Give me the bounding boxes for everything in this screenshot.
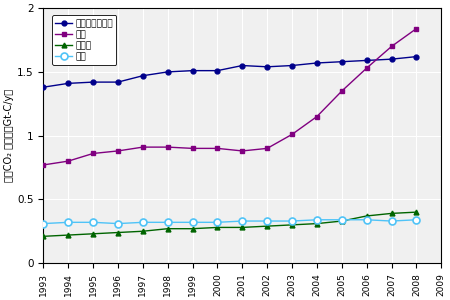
中国 (389, 45, 394, 48)
日本 (314, 218, 319, 222)
インド (165, 227, 171, 230)
アメリカ合衆国 (90, 80, 96, 84)
日本 (414, 218, 419, 222)
アメリカ合衆国 (364, 58, 369, 62)
日本 (364, 218, 369, 222)
インド (40, 235, 46, 238)
中国 (239, 149, 245, 153)
中国 (165, 145, 171, 149)
アメリカ合衆国 (115, 80, 121, 84)
アメリカ合衆国 (140, 74, 145, 77)
インド (389, 212, 394, 215)
Line: 中国: 中国 (41, 26, 419, 167)
中国 (414, 27, 419, 30)
日本 (239, 219, 245, 223)
中国 (190, 147, 195, 150)
中国 (140, 145, 145, 149)
インド (90, 232, 96, 236)
Line: アメリカ合衆国: アメリカ合衆国 (41, 54, 419, 90)
中国 (339, 89, 345, 93)
インド (414, 210, 419, 214)
アメリカ合衆国 (239, 64, 245, 67)
アメリカ合衆国 (65, 82, 71, 85)
中国 (65, 159, 71, 163)
アメリカ合衆国 (215, 69, 220, 72)
アメリカ合衆国 (389, 57, 394, 61)
アメリカ合衆国 (165, 70, 171, 74)
アメリカ合衆国 (289, 64, 295, 67)
インド (239, 226, 245, 229)
日本 (389, 219, 394, 223)
Y-axis label: 年間CO₂ 排出量（Gt-C/y）: 年間CO₂ 排出量（Gt-C/y） (4, 89, 14, 182)
日本 (215, 220, 220, 224)
中国 (289, 133, 295, 136)
アメリカ合衆国 (339, 60, 345, 64)
日本 (289, 219, 295, 223)
インド (339, 219, 345, 223)
アメリカ合衆国 (265, 65, 270, 69)
Legend: アメリカ合衆国, 中国, インド, 日本: アメリカ合衆国, 中国, インド, 日本 (52, 15, 117, 65)
インド (364, 214, 369, 218)
インド (265, 224, 270, 228)
中国 (265, 147, 270, 150)
日本 (140, 220, 145, 224)
日本 (265, 219, 270, 223)
日本 (90, 220, 96, 224)
アメリカ合衆国 (190, 69, 195, 72)
Line: インド: インド (41, 210, 419, 239)
インド (289, 223, 295, 227)
アメリカ合衆国 (414, 55, 419, 58)
インド (314, 222, 319, 225)
インド (65, 233, 71, 237)
日本 (115, 222, 121, 225)
日本 (165, 220, 171, 224)
インド (115, 231, 121, 234)
中国 (40, 163, 46, 167)
アメリカ合衆国 (314, 61, 319, 65)
中国 (314, 115, 319, 118)
中国 (215, 147, 220, 150)
インド (140, 230, 145, 233)
インド (215, 226, 220, 229)
日本 (40, 222, 46, 225)
日本 (65, 220, 71, 224)
中国 (90, 152, 96, 155)
中国 (115, 149, 121, 153)
Line: 日本: 日本 (40, 216, 420, 227)
日本 (339, 218, 345, 222)
日本 (190, 220, 195, 224)
アメリカ合衆国 (40, 85, 46, 89)
インド (190, 227, 195, 230)
中国 (364, 66, 369, 70)
